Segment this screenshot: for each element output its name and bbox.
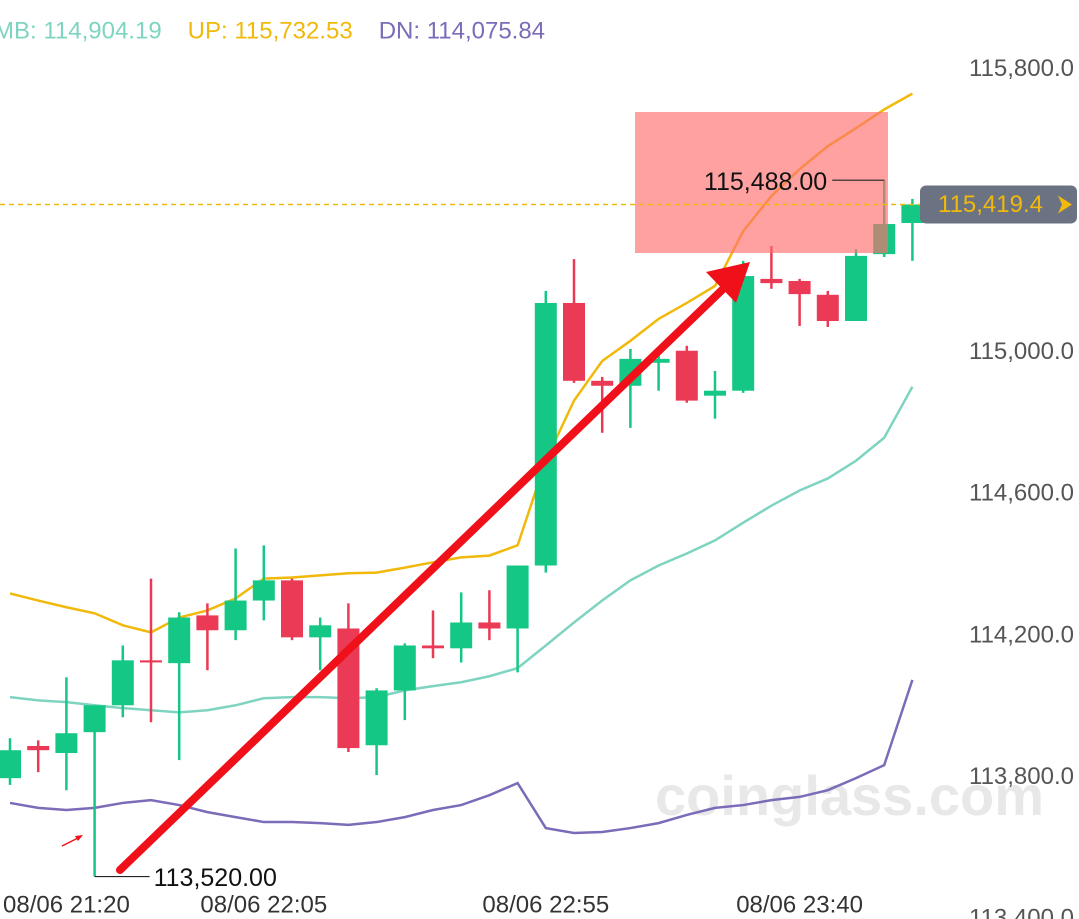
band-line bbox=[9, 386, 914, 714]
x-tick-label: 08/06 22:55 bbox=[482, 891, 609, 918]
annotation-label: 113,520.00 bbox=[154, 864, 277, 892]
candle-body bbox=[506, 565, 529, 629]
candle-body bbox=[55, 733, 78, 754]
y-tick-label: 113,400.0 bbox=[969, 904, 1074, 919]
candle-body bbox=[901, 204, 924, 223]
candle-body bbox=[393, 645, 416, 691]
candle-body bbox=[591, 380, 614, 386]
candle-body bbox=[816, 294, 839, 321]
highlight-box bbox=[635, 112, 888, 253]
annotation-label: 115,488.00 bbox=[704, 168, 827, 196]
candle-body bbox=[196, 615, 219, 631]
candle-body bbox=[111, 660, 134, 706]
candle-body bbox=[704, 390, 726, 396]
price-tag-arrow bbox=[1058, 195, 1072, 214]
candle-body bbox=[534, 302, 557, 566]
candle-body bbox=[422, 645, 444, 649]
trend-arrow-head bbox=[706, 262, 750, 303]
price-tag-label: 115,419.4 bbox=[938, 191, 1043, 218]
candle-body bbox=[675, 350, 698, 401]
overlay bbox=[61, 112, 888, 874]
x-tick-label: 08/06 22:05 bbox=[200, 891, 327, 918]
candle-body bbox=[140, 660, 162, 663]
candle-body bbox=[450, 622, 473, 649]
candle-body bbox=[0, 750, 21, 779]
y-tick-label: 115,800.0 bbox=[969, 55, 1074, 82]
legend-entry: DN: 114,075.84 bbox=[379, 17, 545, 44]
candle-body bbox=[168, 617, 191, 664]
candle-body bbox=[224, 600, 247, 631]
band-line bbox=[9, 679, 914, 835]
candle-body bbox=[83, 705, 106, 733]
candle-body bbox=[309, 625, 332, 638]
y-tick-label: 115,000.0 bbox=[969, 338, 1074, 365]
price-tag bbox=[920, 185, 1077, 224]
candles bbox=[0, 180, 924, 877]
candle-body bbox=[647, 358, 670, 363]
x-tick-label: 08/06 21:20 bbox=[3, 891, 130, 918]
small-arrow-head bbox=[75, 835, 83, 841]
annotations: 113,520.00 115,488.00 bbox=[94, 168, 885, 892]
trend-arrow bbox=[116, 286, 726, 874]
candle-body bbox=[281, 580, 303, 638]
y-tick-label: 114,200.0 bbox=[969, 621, 1074, 648]
candle-body bbox=[760, 278, 783, 284]
current-price: 115,419.4 bbox=[0, 185, 1077, 224]
candle-body bbox=[478, 622, 501, 629]
y-tick-label: 113,800.0 bbox=[969, 763, 1074, 790]
y-axis: 113,400.0 113,800.0 114,200.0 114,600.0 115,… bbox=[3, 55, 1074, 919]
y-tick-label: 114,600.0 bbox=[969, 480, 1074, 507]
legend-entry: UP: 115,732.53 bbox=[188, 17, 353, 44]
candle-body bbox=[563, 302, 585, 381]
candle-body bbox=[27, 745, 50, 751]
candle-body bbox=[252, 580, 275, 601]
candle-body bbox=[788, 281, 811, 295]
x-tick-label: 08/06 23:40 bbox=[736, 891, 863, 918]
candle-body bbox=[845, 255, 867, 321]
candle-body bbox=[365, 690, 388, 746]
watermark-text: coinglass.com bbox=[655, 764, 1044, 827]
candle-body bbox=[732, 276, 755, 391]
legend: MB: 114,904.19 UP: 115,732.53 DN: 114,075.… bbox=[0, 17, 545, 44]
legend-entry: MB: 114,904.19 bbox=[0, 17, 162, 44]
